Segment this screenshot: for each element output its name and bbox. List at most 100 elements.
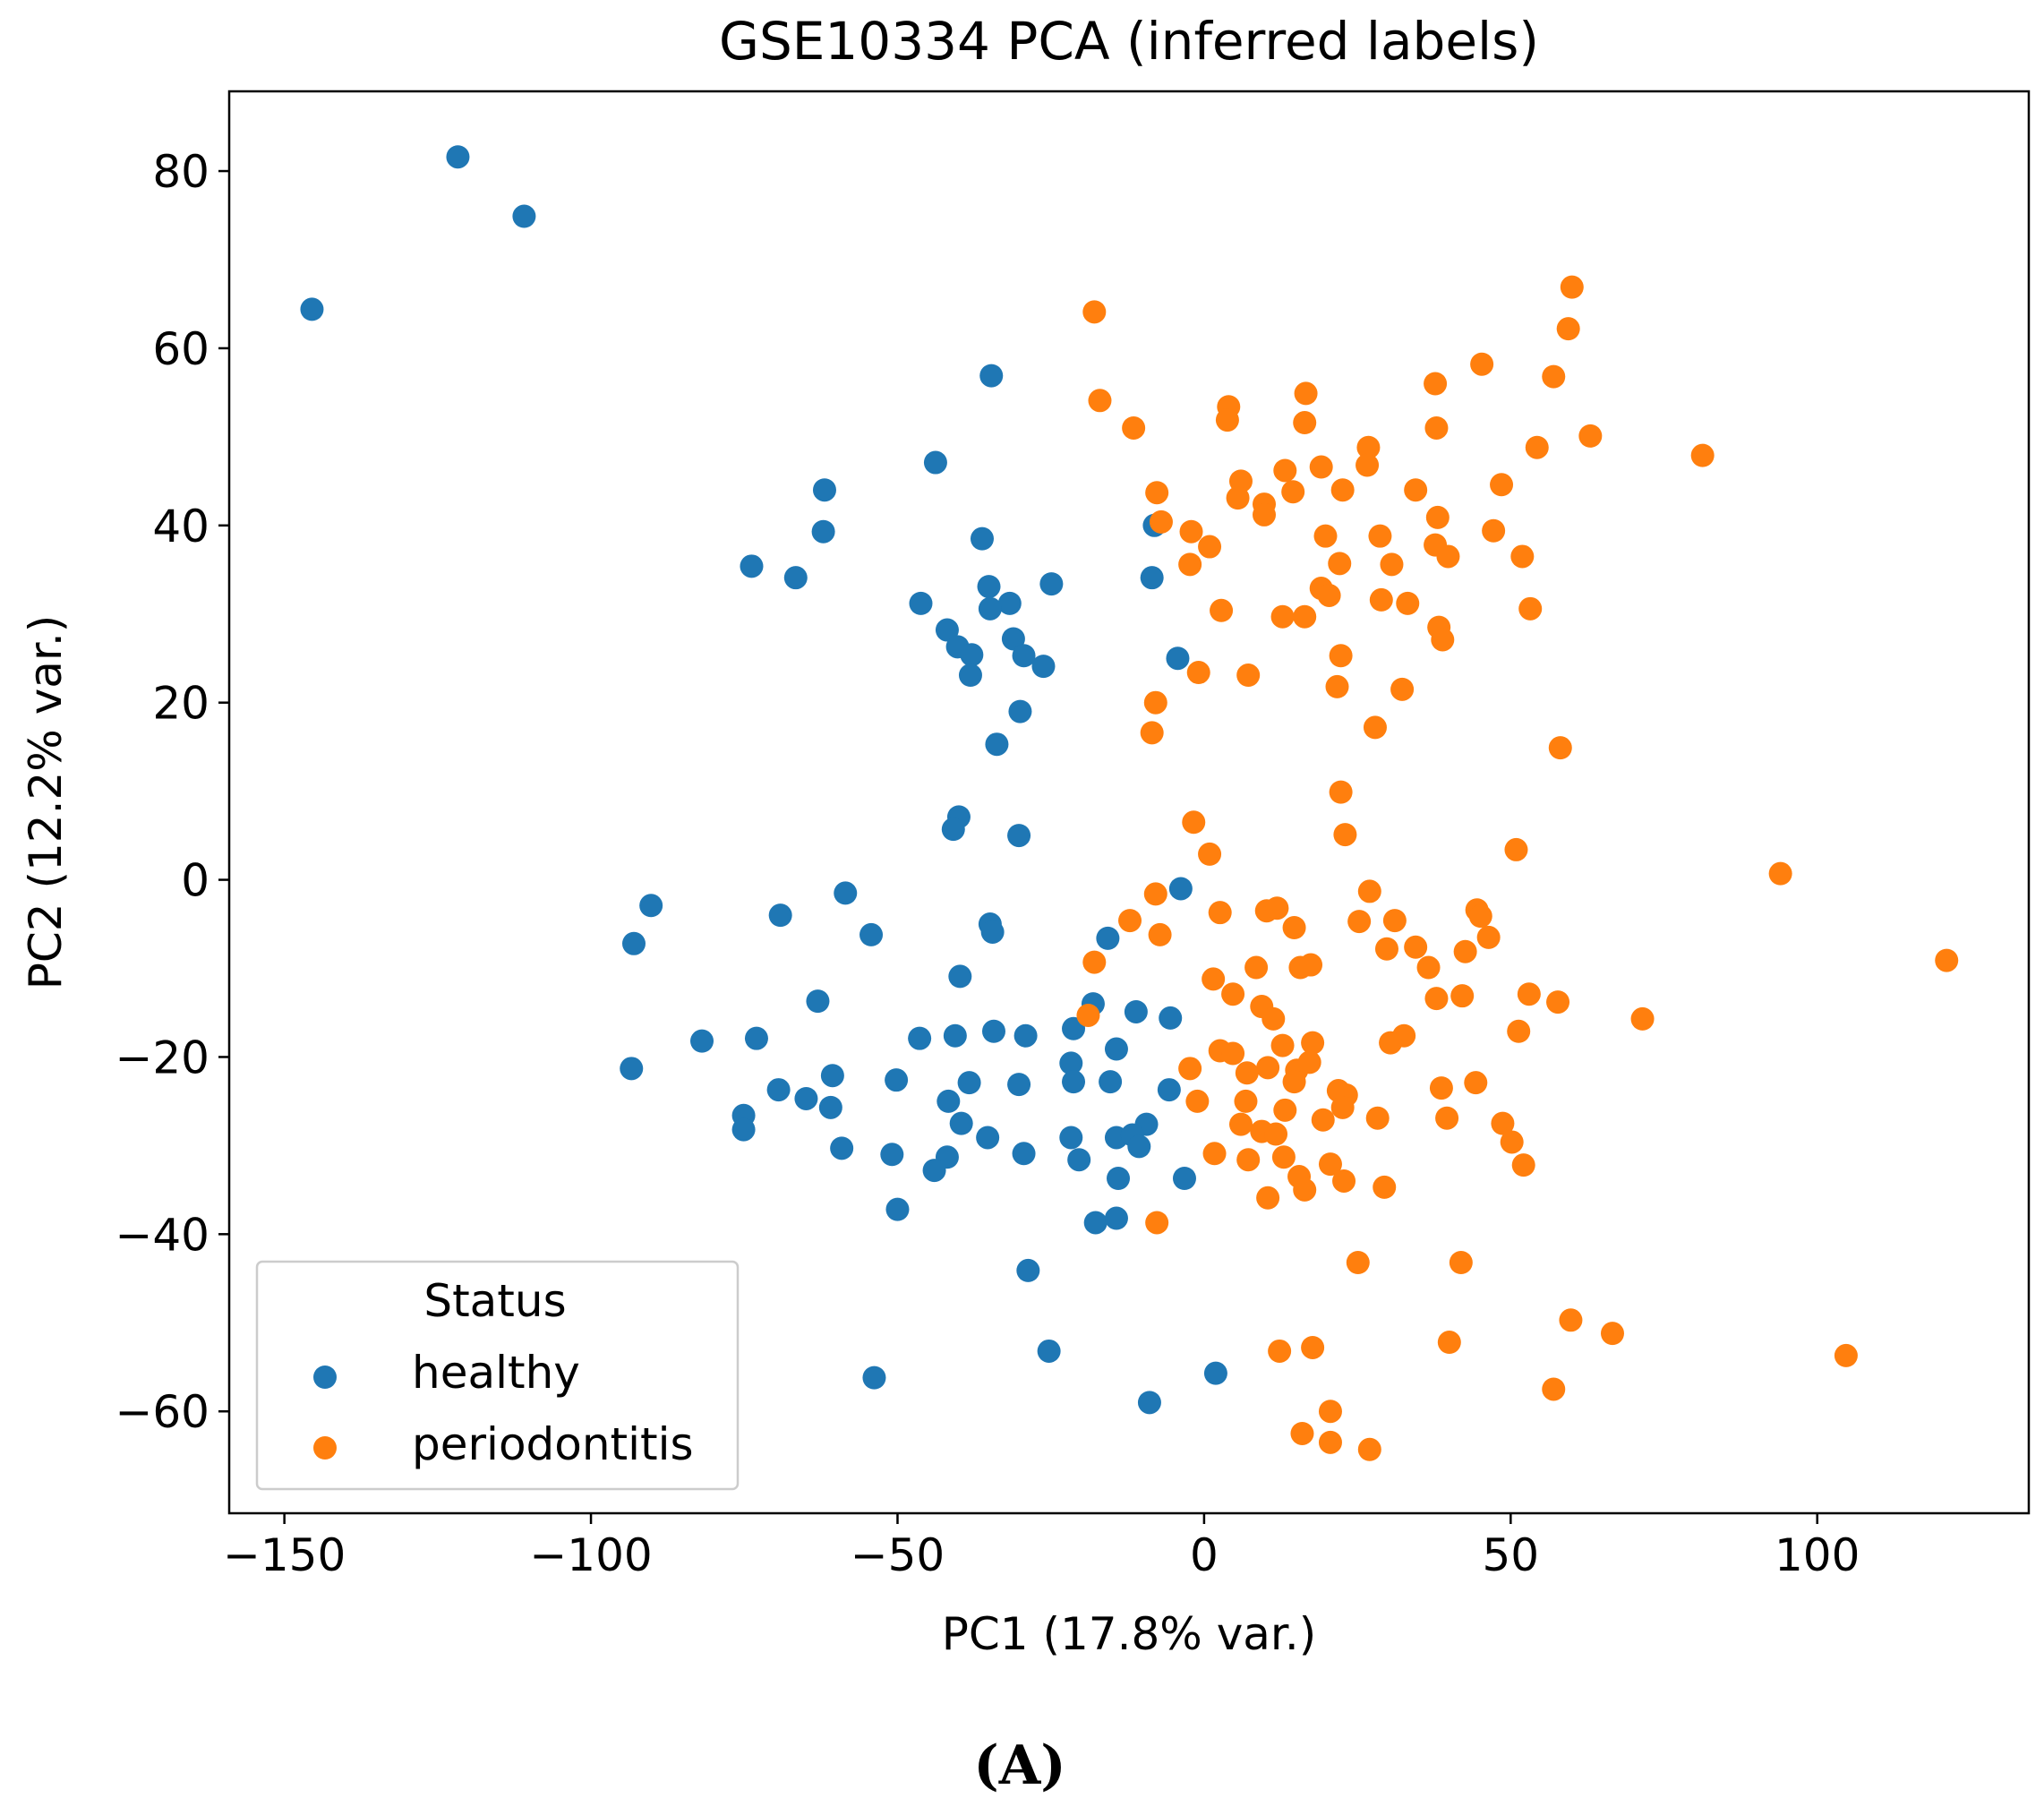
point-healthy [862,1366,886,1390]
point-healthy [960,643,984,667]
point-healthy [970,527,994,551]
point-healthy [936,1089,961,1113]
point-periodontitis [1313,524,1338,548]
point-healthy [1007,1073,1031,1097]
point-healthy [923,450,947,475]
point-healthy [860,922,884,946]
point-healthy [512,204,536,228]
point-periodontitis [1317,583,1341,607]
point-periodontitis [1369,587,1393,612]
point-healthy [1037,1339,1061,1363]
y-tick-label: −20 [115,1032,210,1083]
point-periodontitis [1185,1089,1210,1113]
point-periodontitis [1542,364,1566,389]
point-periodontitis [1294,381,1318,406]
point-healthy [766,1078,791,1102]
point-periodontitis [1504,837,1528,861]
point-healthy [1059,1051,1083,1075]
point-periodontitis [1449,1250,1473,1274]
point-periodontitis [1468,904,1492,929]
point-healthy [1168,877,1193,901]
panel-label: (A) [973,1734,1065,1797]
point-periodontitis [1293,604,1317,629]
legend-title: Status [423,1275,566,1327]
point-healthy [1159,1006,1183,1030]
point-periodontitis [1380,552,1404,577]
point-periodontitis [1525,435,1549,459]
data-points [300,145,1959,1461]
point-periodontitis [1145,481,1169,505]
point-periodontitis [1318,1430,1342,1454]
point-healthy [768,903,792,928]
point-healthy [1203,1361,1227,1385]
point-periodontitis [1416,955,1441,980]
point-healthy [1008,699,1032,723]
point-periodontitis [1281,480,1305,504]
point-periodontitis [1215,408,1239,432]
point-periodontitis [1630,1006,1655,1031]
point-healthy [783,566,808,590]
point-periodontitis [1198,842,1222,866]
point-healthy [978,596,1002,621]
point-periodontitis [1143,882,1167,906]
point-periodontitis [1311,1108,1335,1132]
point-periodontitis [1236,664,1261,688]
point-periodontitis [1264,1122,1288,1146]
point-healthy [1012,1142,1036,1166]
point-healthy [922,1159,946,1183]
point-healthy [794,1086,818,1110]
point-periodontitis [1244,955,1269,980]
x-tick-label: 50 [1482,1529,1539,1581]
point-periodontitis [1140,721,1164,745]
point-periodontitis [1437,1331,1461,1355]
point-healthy [806,989,830,1014]
x-tick-label: −150 [223,1529,346,1581]
point-periodontitis [1148,922,1172,946]
point-periodontitis [1546,990,1570,1015]
point-periodontitis [1270,604,1295,629]
point-periodontitis [1202,967,1226,991]
x-axis: −150 −100 −50 0 50 100 [223,1513,1860,1581]
point-periodontitis [1221,1041,1245,1066]
legend-label-periodontitis: periodontitis [412,1418,694,1470]
point-periodontitis [1273,1098,1297,1122]
point-periodontitis [1293,1177,1317,1202]
point-periodontitis [1253,502,1277,527]
point-periodontitis [1271,1145,1296,1169]
point-periodontitis [1600,1322,1624,1346]
point-healthy [979,364,1004,388]
point-periodontitis [1382,909,1407,933]
point-periodontitis [1511,1153,1535,1177]
point-periodontitis [1559,1308,1583,1332]
point-periodontitis [1476,925,1501,949]
point-healthy [1140,566,1164,590]
y-tick-label: 40 [152,501,210,552]
point-periodontitis [1346,1250,1370,1274]
point-periodontitis [1435,1106,1459,1130]
point-healthy [981,1019,1005,1043]
y-tick-label: 0 [181,855,210,907]
point-periodontitis [1256,1186,1280,1210]
point-periodontitis [1318,1152,1342,1177]
point-healthy [976,1126,1000,1150]
y-tick-label: 80 [152,146,210,198]
point-periodontitis [1404,935,1428,959]
point-healthy [731,1117,756,1142]
y-tick-label: −40 [115,1209,210,1261]
point-periodontitis [1548,736,1572,760]
point-periodontitis [1333,823,1357,847]
point-healthy [811,519,835,544]
point-healthy [1157,1078,1181,1102]
point-healthy [997,591,1022,615]
point-periodontitis [1118,909,1142,933]
legend: Status healthy periodontitis [255,1260,740,1491]
point-periodontitis [1431,628,1455,652]
point-healthy [1031,655,1056,679]
point-periodontitis [1507,1019,1531,1043]
point-periodontitis [1325,674,1349,698]
point-periodontitis [1330,1095,1355,1119]
point-healthy [885,1197,910,1221]
point-periodontitis [1542,1377,1566,1401]
point-periodontitis [1347,910,1372,934]
point-periodontitis [1299,953,1323,977]
